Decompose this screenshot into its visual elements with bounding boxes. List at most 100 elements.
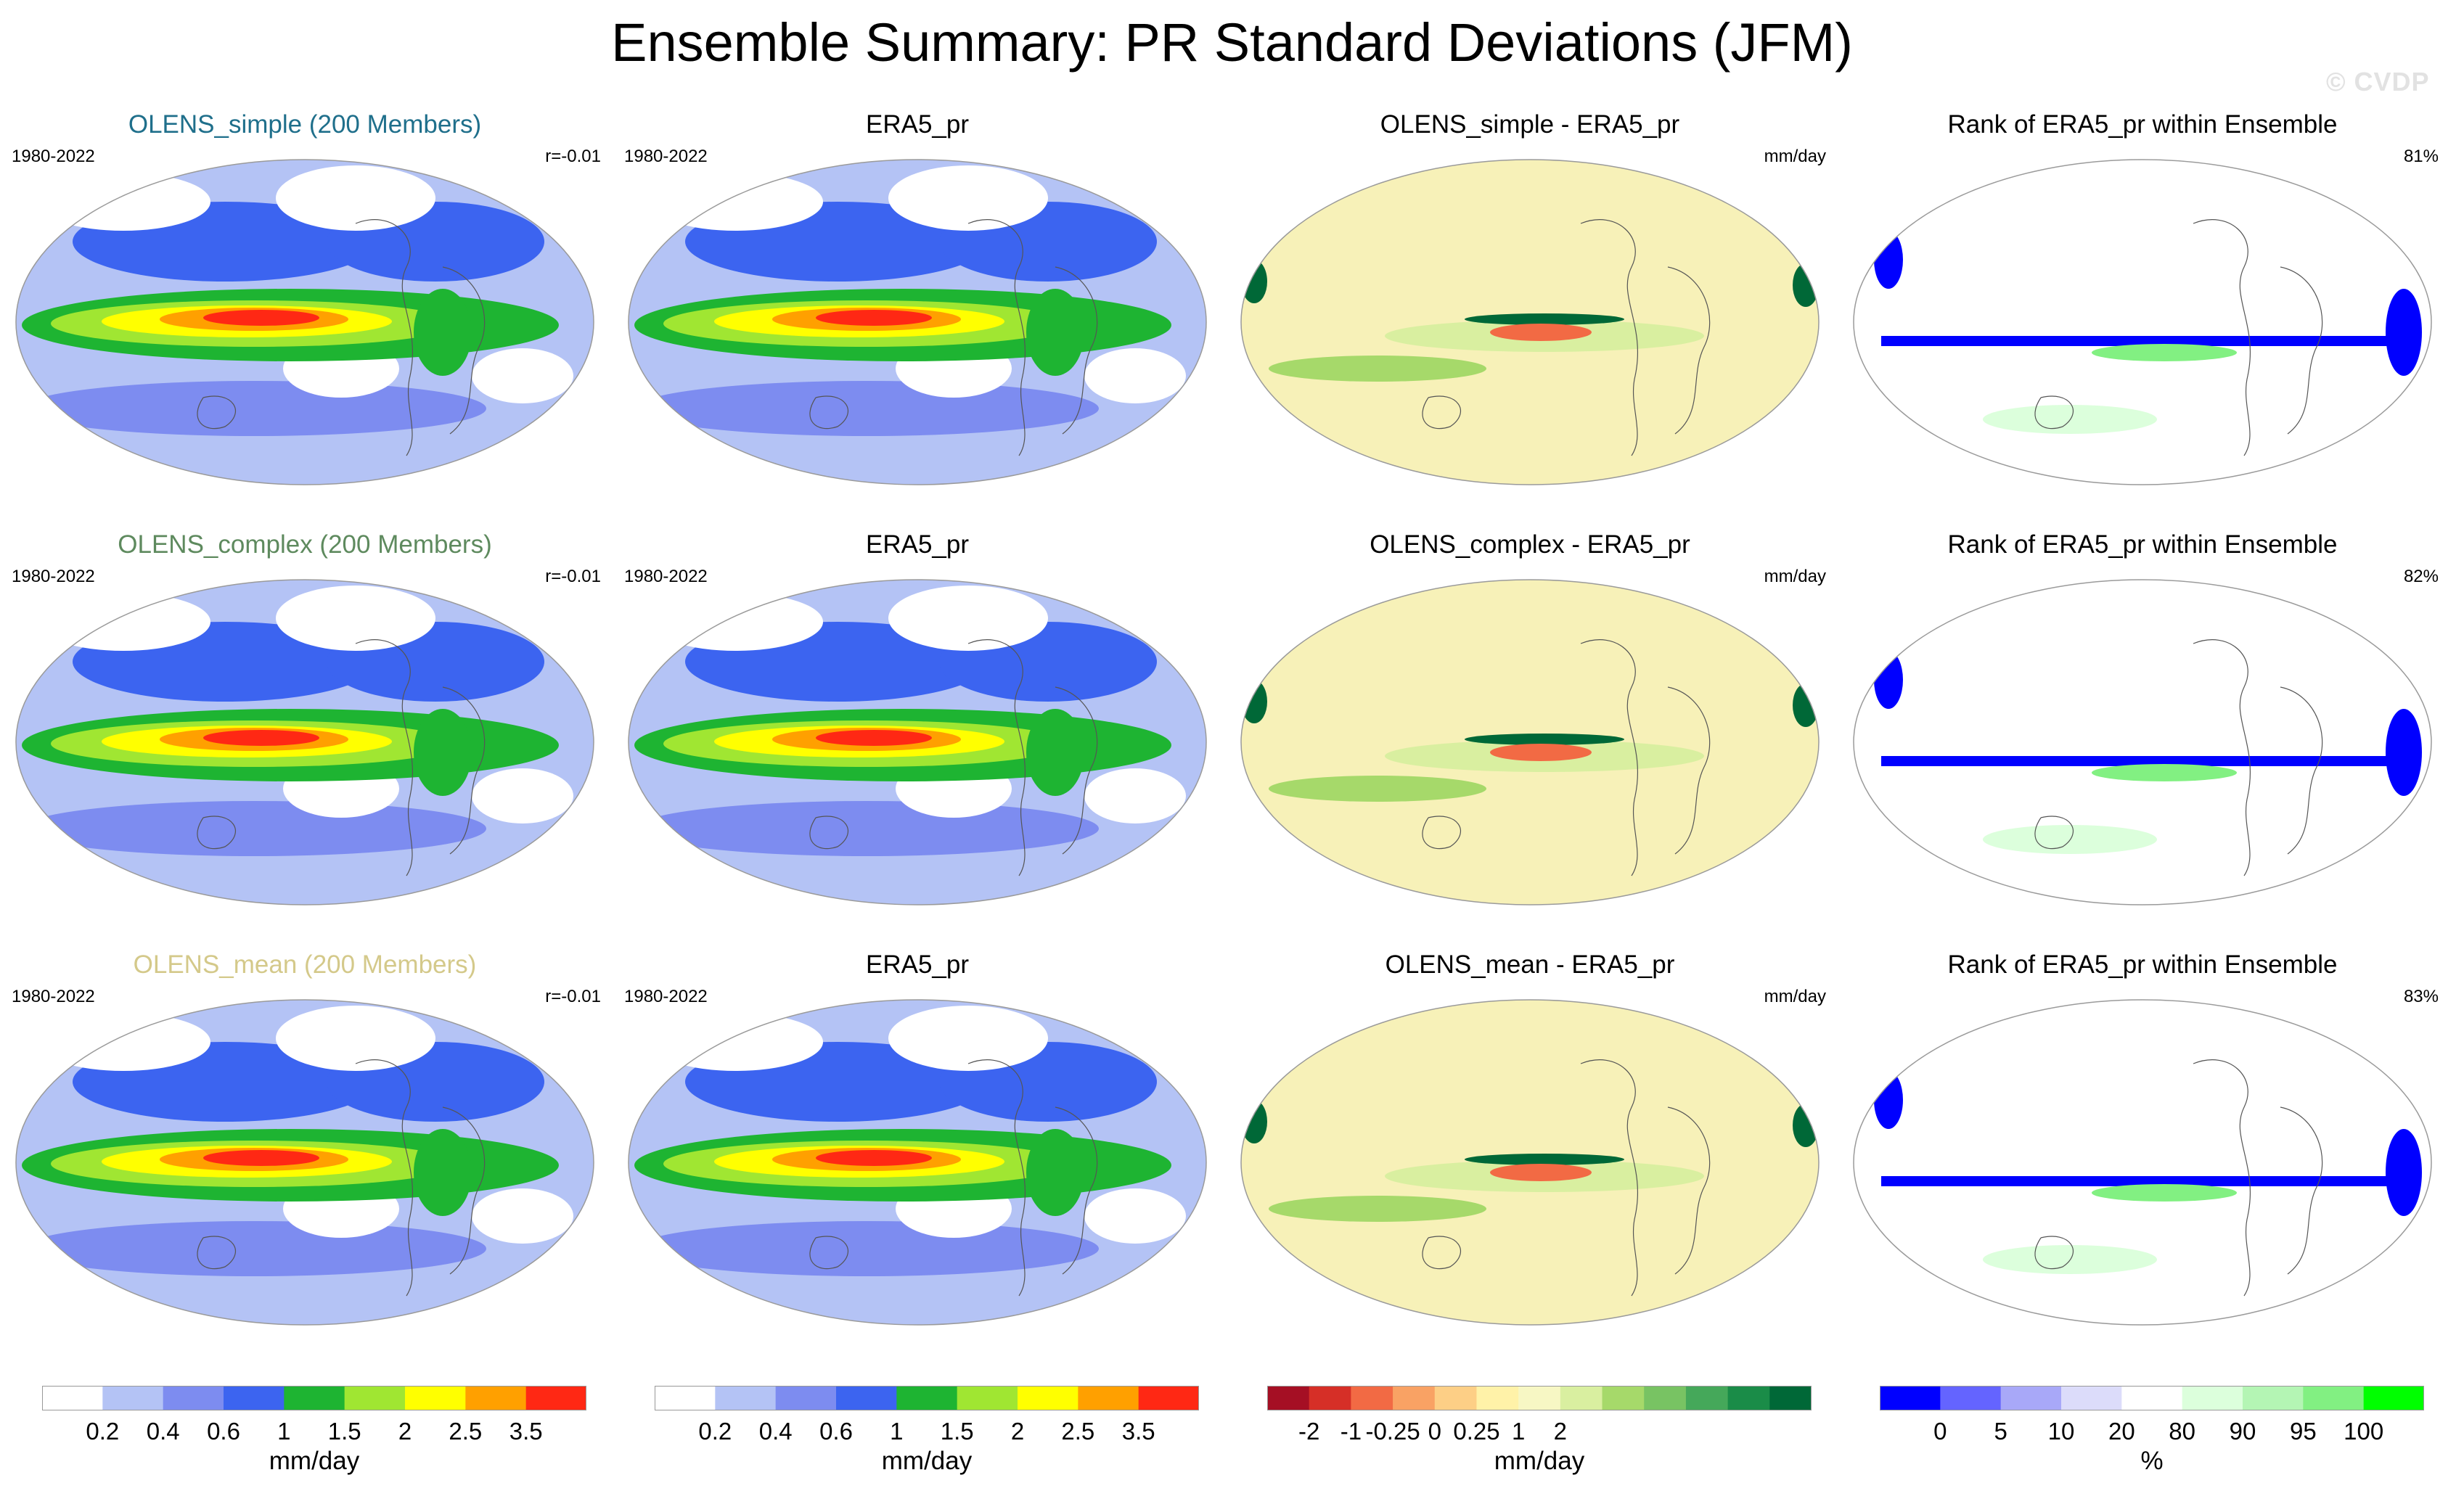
period-label: 1980-2022 [624,567,708,586]
colorbar-tick-label: -2 [1298,1418,1320,1445]
correlation-label: r=-0.01 [545,987,601,1006]
map-panel-ensemble: OLENS_mean (200 Members) 1980-2022 r=-0.01 [0,949,610,1355]
colorbar-swatch [2243,1386,2304,1410]
colorbar-swatch [102,1386,164,1410]
colorbar-tick-label: 0 [1933,1418,1947,1445]
colorbar-swatch [1602,1386,1645,1410]
world-map [628,579,1207,905]
map-panel-rank: Rank of ERA5_pr within Ensemble 81% [1838,109,2447,515]
colorbar-swatches [1267,1386,1812,1410]
colorbar-tick-label: 1 [890,1418,904,1445]
colorbar-swatch [896,1386,958,1410]
colorbar-tick-label: -0.25 [1365,1418,1420,1445]
colorbar-tick-label: 1.5 [327,1418,361,1445]
world-map [628,999,1207,1326]
colorbar-swatch [1476,1386,1519,1410]
colorbar-tick-label: 100 [2344,1418,2384,1445]
colorbar-tick-label: 1.5 [940,1418,974,1445]
colorbar-tick-label: 2 [398,1418,412,1445]
colorbar-difference: -2 -1 -0.25 0 0.25 1 2 mm/day [1267,1386,1812,1480]
colorbar-swatches [42,1386,586,1410]
colorbar-swatches [655,1386,1199,1410]
world-map [15,579,594,905]
map-panel-obs: ERA5_pr 1980-2022 [613,949,1222,1355]
colorbar-swatch [1685,1386,1729,1410]
period-label: 1980-2022 [624,987,708,1006]
colorbar-swatch [1393,1386,1436,1410]
units-label: mm/day [1764,147,1826,166]
colorbar-rank: 0 5 10 20 80 90 95 100% [1880,1386,2424,1480]
colorbar-tick-label: 95 [2289,1418,2317,1445]
panel-title: Rank of ERA5_pr within Ensemble [1947,530,2338,559]
colorbar-swatch [344,1386,406,1410]
period-label: 1980-2022 [12,567,95,586]
panel-title: Rank of ERA5_pr within Ensemble [1947,950,2338,979]
colorbar-swatch [2061,1386,2122,1410]
colorbar-unit: mm/day [881,1447,973,1475]
world-map [1853,999,2432,1326]
panel-title: OLENS_mean - ERA5_pr [1385,950,1675,979]
colorbar-unit: % [2140,1447,2164,1475]
colorbar-swatch [1267,1386,1310,1410]
colorbar-tick-label: 80 [2169,1418,2196,1445]
colorbar-swatch [284,1386,345,1410]
colorbar-unit: mm/day [269,1447,360,1475]
percent-label: 83% [2403,987,2439,1006]
world-map [1240,579,1820,905]
colorbar-swatch [1518,1386,1561,1410]
colorbar-tick-label: 3.5 [1121,1418,1155,1445]
colorbar-swatch [1940,1386,2002,1410]
panel-title: ERA5_pr [865,110,970,139]
world-map [628,159,1207,485]
panel-title: OLENS_simple (200 Members) [128,110,482,139]
panel-title: OLENS_complex - ERA5_pr [1370,530,1690,559]
colorbar-unit: mm/day [1494,1447,1585,1475]
colorbar-swatch [2000,1386,2062,1410]
watermark: © CVDP [2326,67,2430,96]
colorbar-swatch [1138,1386,1199,1410]
colorbar-tick-label: 2.5 [1061,1418,1095,1445]
colorbar-tick-label: -1 [1340,1418,1362,1445]
colorbar-swatch [405,1386,466,1410]
period-label: 1980-2022 [12,987,95,1006]
colorbar-tick-label: 0.2 [698,1418,732,1445]
colorbar-swatch [465,1386,527,1410]
colorbar-swatch [163,1386,224,1410]
colorbar-swatch [1560,1386,1603,1410]
world-map [15,159,594,485]
panel-title: ERA5_pr [865,950,970,979]
colorbar-swatch [1078,1386,1139,1410]
colorbar-stddev-2: 0.2 0.4 0.6 1 1.5 2 2.5 3.5 mm/day [655,1386,1199,1480]
map-panel-diff: OLENS_mean - ERA5_pr mm/day [1225,949,1835,1355]
map-panel-obs: ERA5_pr 1980-2022 [613,109,1222,515]
colorbar-swatch [775,1386,837,1410]
colorbar-tick-label: 20 [2108,1418,2135,1445]
panel-title: OLENS_simple - ERA5_pr [1380,110,1680,139]
world-map [15,999,594,1326]
colorbar-tick-label: 2 [1010,1418,1025,1445]
world-map [1853,159,2432,485]
period-label: 1980-2022 [12,147,95,166]
colorbar-tick-label: 0.6 [819,1418,853,1445]
correlation-label: r=-0.01 [545,567,601,586]
colorbar-swatch [957,1386,1018,1410]
colorbar-swatch [1309,1386,1351,1410]
panel-title: OLENS_mean (200 Members) [133,950,477,979]
percent-label: 82% [2403,567,2439,586]
colorbar-tick-label: 90 [2229,1418,2256,1445]
units-label: mm/day [1764,987,1826,1006]
map-panel-ensemble: OLENS_simple (200 Members) 1980-2022 r=-0.… [0,109,610,515]
colorbar-swatches [1880,1386,2424,1410]
colorbar-tick-label: 0.4 [146,1418,180,1445]
map-panel-diff: OLENS_complex - ERA5_pr mm/day [1225,529,1835,935]
colorbar-swatch [1434,1386,1477,1410]
map-panel-rank: Rank of ERA5_pr within Ensemble 83% [1838,949,2447,1355]
colorbar-swatch [836,1386,897,1410]
panel-title: ERA5_pr [865,530,970,559]
colorbar-tick-label: 0 [1428,1418,1441,1445]
map-panel-rank: Rank of ERA5_pr within Ensemble 82% [1838,529,2447,935]
colorbar-swatch [715,1386,777,1410]
colorbar-swatch [1644,1386,1687,1410]
colorbar-swatch [1880,1386,1941,1410]
colorbar-swatch [2303,1386,2365,1410]
